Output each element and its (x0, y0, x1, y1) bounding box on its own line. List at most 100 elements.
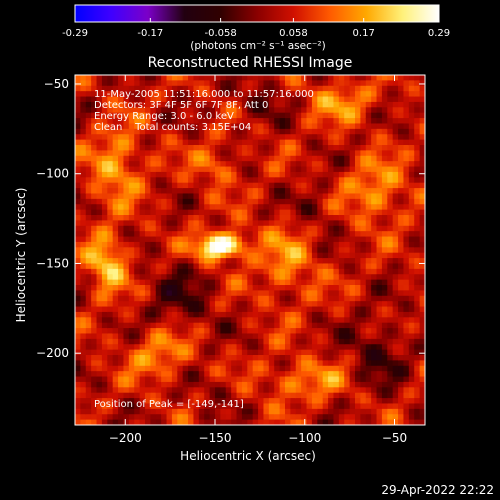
heatmap-pixel (328, 118, 335, 125)
heatmap-pixel (112, 75, 119, 81)
heatmap-pixel (263, 392, 270, 399)
heatmap-pixel (107, 80, 114, 87)
heatmap-pixel (204, 403, 211, 410)
heatmap-pixel (295, 91, 302, 98)
heatmap-pixel (247, 322, 254, 329)
heatmap-pixel (145, 171, 151, 178)
heatmap-pixel (225, 241, 232, 248)
heatmap-pixel (231, 225, 238, 232)
heatmap-pixel (285, 139, 291, 146)
heatmap-pixel (328, 285, 335, 291)
heatmap-pixel (161, 91, 168, 98)
heatmap-pixel (215, 414, 221, 421)
heatmap-pixel (85, 263, 92, 270)
heatmap-pixel (188, 285, 195, 291)
heatmap-pixel (408, 182, 415, 189)
heatmap-pixel (419, 215, 425, 221)
heatmap-pixel (311, 112, 318, 119)
heatmap-pixel (258, 182, 265, 189)
heatmap-pixel (355, 317, 361, 324)
heatmap-pixel (301, 360, 308, 367)
heatmap-pixel (220, 96, 227, 103)
heatmap-pixel (139, 225, 146, 232)
heatmap-pixel (317, 101, 324, 108)
heatmap-pixel (241, 193, 248, 200)
heatmap-pixel (96, 408, 103, 415)
heatmap-pixel (171, 112, 178, 119)
heatmap-pixel (198, 166, 205, 173)
heatmap-pixel (128, 398, 135, 405)
heatmap-pixel (225, 80, 232, 87)
heatmap-pixel (139, 419, 146, 425)
heatmap-pixel (236, 177, 243, 184)
heatmap-pixel (134, 295, 141, 302)
heatmap-pixel (381, 408, 388, 415)
heatmap-pixel (215, 408, 221, 415)
heatmap-pixel (311, 220, 318, 227)
heatmap-pixel (155, 403, 162, 410)
heatmap-pixel (371, 419, 378, 425)
heatmap-pixel (241, 419, 248, 425)
heatmap-pixel (403, 419, 410, 425)
heatmap-pixel (150, 279, 157, 286)
heatmap-pixel (263, 155, 270, 162)
heatmap-pixel (85, 204, 92, 211)
heatmap-pixel (166, 96, 173, 103)
heatmap-pixel (85, 414, 92, 421)
heatmap-pixel (252, 376, 259, 383)
heatmap-pixel (263, 290, 270, 297)
heatmap-pixel (204, 414, 211, 421)
heatmap-pixel (209, 225, 216, 232)
heatmap-pixel (204, 182, 211, 189)
heatmap-pixel (150, 344, 157, 351)
heatmap-pixel (80, 182, 87, 189)
heatmap-pixel (123, 381, 130, 388)
heatmap-pixel (344, 75, 351, 81)
heatmap-pixel (263, 317, 270, 324)
heatmap-pixel (177, 247, 184, 254)
heatmap-pixel (231, 268, 238, 275)
heatmap-pixel (419, 376, 425, 383)
heatmap-pixel (209, 333, 216, 340)
heatmap-pixel (193, 414, 200, 421)
heatmap-pixel (295, 376, 302, 383)
heatmap-pixel (182, 258, 189, 265)
heatmap-pixel (268, 128, 275, 135)
heatmap-pixel (177, 322, 184, 329)
heatmap-pixel (301, 328, 308, 335)
heatmap-pixel (236, 139, 243, 146)
heatmap-pixel (145, 161, 151, 168)
heatmap-pixel (220, 419, 227, 425)
heatmap-pixel (311, 171, 318, 178)
heatmap-pixel (236, 85, 243, 92)
heatmap-pixel (128, 241, 135, 248)
heatmap-pixel (96, 80, 103, 87)
heatmap-pixel (252, 408, 259, 415)
heatmap-pixel (360, 150, 367, 157)
heatmap-pixel (381, 85, 388, 92)
heatmap-pixel (241, 408, 248, 415)
heatmap-pixel (355, 398, 361, 405)
heatmap-pixel (107, 123, 114, 130)
heatmap-pixel (85, 231, 92, 238)
heatmap-pixel (371, 198, 378, 205)
heatmap-pixel (112, 344, 119, 351)
heatmap-pixel (322, 398, 329, 405)
heatmap-pixel (279, 123, 286, 130)
heatmap-pixel (408, 231, 415, 238)
heatmap-pixel (290, 403, 297, 410)
heatmap-pixel (263, 365, 270, 372)
heatmap-pixel (128, 101, 135, 108)
heatmap-pixel (252, 333, 259, 340)
heatmap-pixel (258, 360, 265, 367)
heatmap-pixel (274, 419, 281, 425)
heatmap-pixel (188, 182, 195, 189)
heatmap-pixel (408, 349, 415, 356)
heatmap-pixel (101, 155, 108, 162)
heatmap-pixel (150, 419, 157, 425)
heatmap-pixel (145, 220, 151, 227)
heatmap-pixel (112, 349, 119, 356)
heatmap-pixel (403, 295, 410, 302)
heatmap-pixel (328, 301, 335, 308)
heatmap-pixel (128, 182, 135, 189)
